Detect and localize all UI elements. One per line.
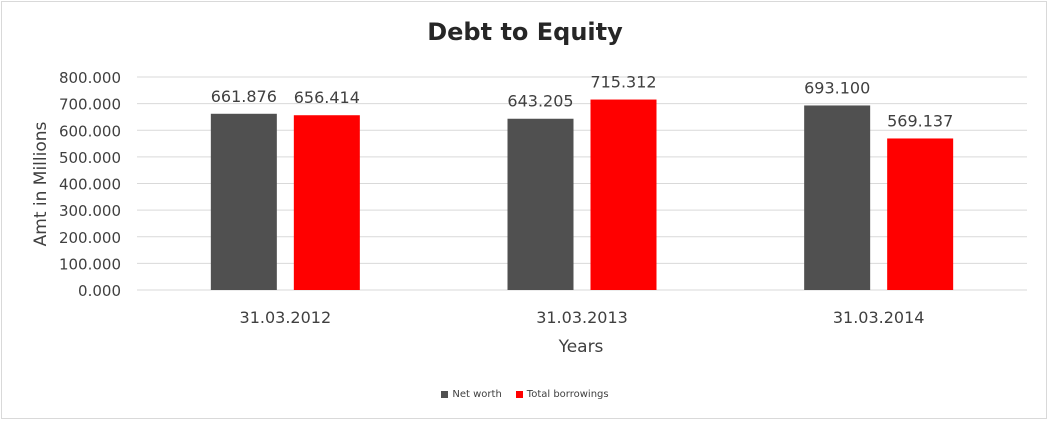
x-axis-ticks: 31.03.2012 31.03.2013 31.03.2014 — [240, 308, 925, 327]
x-tick-label: 31.03.2012 — [240, 308, 332, 327]
bar-net-worth — [507, 118, 574, 290]
chart-title: Debt to Equity — [427, 18, 623, 46]
y-tick-label: 800.000 — [59, 69, 121, 87]
legend-swatch-net-worth — [441, 391, 449, 398]
y-tick-label: 700.000 — [59, 96, 121, 114]
legend: Net worth Total borrowings — [0, 389, 1050, 400]
x-axis-label: Years — [558, 337, 604, 357]
legend-item-total-borrowings: Total borrowings — [515, 389, 609, 400]
data-labels: 661.876 656.414 643.205 715.312 693.100 569.1… — [211, 73, 954, 131]
y-axis-label: Amt in Millions — [31, 121, 51, 246]
bar-net-worth — [210, 113, 277, 290]
y-tick-label: 600.000 — [59, 122, 121, 140]
x-tick-label: 31.03.2014 — [833, 308, 925, 327]
bar-total-borrowings — [887, 138, 954, 290]
legend-swatch-total-borrowings — [515, 391, 523, 398]
data-label: 569.137 — [887, 111, 953, 130]
y-axis-ticks: 0.000 100.000 200.000 300.000 400.000 500.000… — [59, 69, 121, 300]
bar-net-worth — [804, 105, 871, 290]
data-label: 715.312 — [590, 73, 656, 92]
legend-item-net-worth: Net worth — [441, 389, 502, 400]
y-tick-label: 500.000 — [59, 149, 121, 167]
y-tick-label: 200.000 — [59, 229, 121, 247]
data-label: 661.876 — [211, 87, 277, 106]
legend-label-total-borrowings: Total borrowings — [526, 389, 609, 400]
legend-label-net-worth: Net worth — [452, 389, 502, 400]
bar-total-borrowings — [590, 99, 657, 290]
x-tick-label: 31.03.2013 — [536, 308, 628, 327]
y-tick-label: 300.000 — [59, 202, 121, 220]
y-tick-label: 100.000 — [59, 255, 121, 273]
gridlines — [137, 76, 1027, 291]
bars — [210, 99, 954, 291]
data-label: 693.100 — [804, 78, 870, 97]
data-label: 643.205 — [507, 92, 573, 111]
y-tick-label: 400.000 — [59, 176, 121, 194]
data-label: 656.414 — [294, 88, 360, 107]
bar-total-borrowings — [293, 115, 360, 291]
y-tick-label: 0.000 — [78, 282, 121, 300]
